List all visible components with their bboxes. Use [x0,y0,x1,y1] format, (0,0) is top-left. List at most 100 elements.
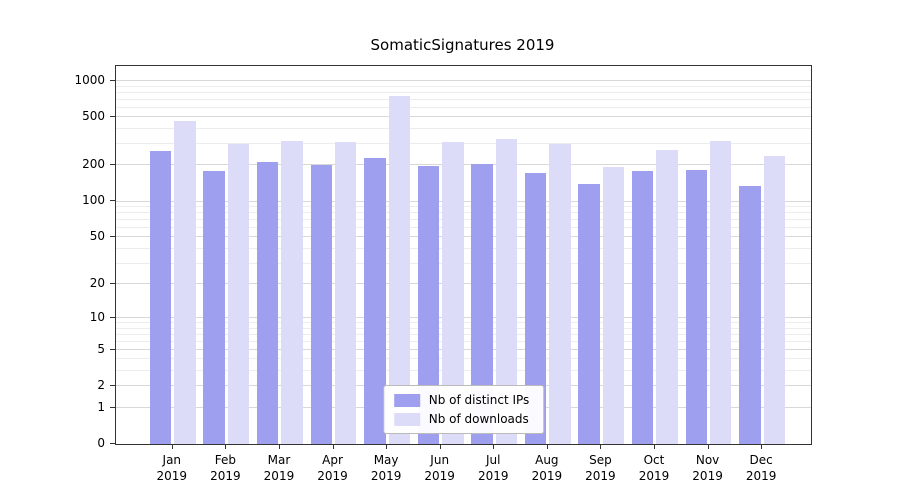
x-tick-label-feb: Feb 2019 [199,444,253,484]
x-tick-year: 2019 [531,469,563,484]
bar-downloads-mar [281,141,303,444]
bar-group-aug [521,66,575,444]
bar-downloads-jan [174,120,196,444]
x-tick-month: Jul [486,453,501,467]
bar-distinct-ips-dec [739,185,761,444]
x-axis-labels: Jan 2019 Feb 2019 Mar 2019 Apr 2019 May 2019 Jun 20… [115,444,810,484]
legend: Nb of distinct IPs Nb of downloads [382,385,545,434]
bar-group-jul [467,66,521,444]
bar-distinct-ips-jan [149,151,172,444]
x-tick-mark [225,444,227,449]
x-tick-month: Jun [430,453,450,467]
x-tick-year: 2019 [745,469,777,484]
legend-swatch-downloads [393,412,420,426]
x-tick-month: Aug [535,453,559,467]
gridline-major [116,79,811,81]
x-tick-label-jan: Jan 2019 [145,444,199,484]
x-tick-year: 2019 [156,469,188,484]
x-tick-mark [761,444,763,449]
y-tick-label: 10 [89,310,105,324]
bar-distinct-ips-jun [417,165,440,444]
bars-container [116,66,811,444]
bar-downloads-feb [227,144,250,444]
x-tick-mark [332,444,334,449]
bar-group-feb [200,66,254,444]
bar-group-mar [253,66,307,444]
bar-distinct-ips-jul [471,163,493,444]
bar-group-oct [628,66,682,444]
x-tick-year: 2019 [317,469,348,484]
x-tick-mark [439,444,441,449]
x-tick-mark [386,444,388,449]
bar-distinct-ips-aug [524,173,547,444]
bar-group-apr [307,66,361,444]
bar-downloads-jul [495,139,518,444]
x-tick-year: 2019 [692,469,723,484]
x-tick-month: Dec [749,453,773,467]
x-tick-mark [493,444,495,449]
x-tick-label-sep: Sep 2019 [574,444,628,484]
x-tick-year: 2019 [210,469,241,484]
y-tick-label: 1 [97,399,105,414]
gridline-minor [116,128,811,130]
bar-downloads-aug [549,144,571,444]
bar-group-sep [575,66,629,444]
gridline-minor [116,106,811,108]
x-tick-mark [546,444,548,449]
gridline-minor [116,85,811,87]
x-tick-label-jul: Jul 2019 [466,444,520,484]
y-tick-label: 0 [97,436,105,450]
x-tick-mark [171,444,173,449]
x-tick-label-mar: Mar 2019 [252,444,306,484]
x-tick-label-aug: Aug 2019 [520,444,574,484]
bar-group-may [360,66,414,444]
bar-downloads-nov [710,140,732,444]
x-tick-month: Nov [695,453,720,467]
x-tick-year: 2019 [424,469,455,484]
x-tick-mark [278,444,280,449]
chart-title: SomaticSignatures 2019 [370,36,555,54]
x-tick-year: 2019 [638,469,670,484]
y-tick-label: 20 [89,276,105,291]
bar-group-nov [682,66,736,444]
bar-distinct-ips-sep [578,183,600,444]
x-tick-year: 2019 [263,469,295,484]
bar-distinct-ips-nov [685,169,708,444]
legend-item-distinct-ips: Nb of distinct IPs [393,393,530,407]
bar-distinct-ips-oct [632,171,654,444]
x-tick-label-apr: Apr 2019 [306,444,360,484]
x-tick-mark [707,444,709,449]
x-tick-month: Apr [322,453,343,467]
x-tick-label-may: May 2019 [359,444,413,484]
bar-distinct-ips-apr [310,165,333,444]
y-tick-label: 2 [97,378,105,393]
y-tick-label: 500 [82,109,105,124]
plot-area: Nb of distinct IPs Nb of downloads [115,65,812,445]
bar-distinct-ips-mar [257,161,279,444]
x-tick-label-dec: Dec 2019 [734,444,788,484]
x-tick-mark [600,444,602,449]
bar-downloads-sep [602,166,625,444]
y-tick-label: 5 [97,341,105,356]
x-tick-year: 2019 [370,469,402,484]
y-tick-label: 200 [82,157,105,172]
x-tick-label-oct: Oct 2019 [627,444,681,484]
x-tick-year: 2019 [585,469,616,484]
bar-group-dec [735,66,789,444]
gridline-major [116,116,811,118]
bar-downloads-oct [656,149,678,444]
x-tick-month: Oct [643,453,665,467]
legend-item-downloads: Nb of downloads [393,412,530,426]
x-tick-month: Jan [162,453,182,467]
legend-label: Nb of distinct IPs [428,393,530,407]
bar-distinct-ips-feb [203,171,225,444]
x-tick-month: Mar [267,453,291,467]
bar-group-jun [414,66,468,444]
gridline-minor [116,98,811,100]
bar-distinct-ips-may [364,158,386,444]
y-tick-label: 50 [89,229,105,244]
gridline-minor [116,91,811,93]
bar-group-jan [146,66,200,444]
x-tick-year: 2019 [477,469,509,484]
